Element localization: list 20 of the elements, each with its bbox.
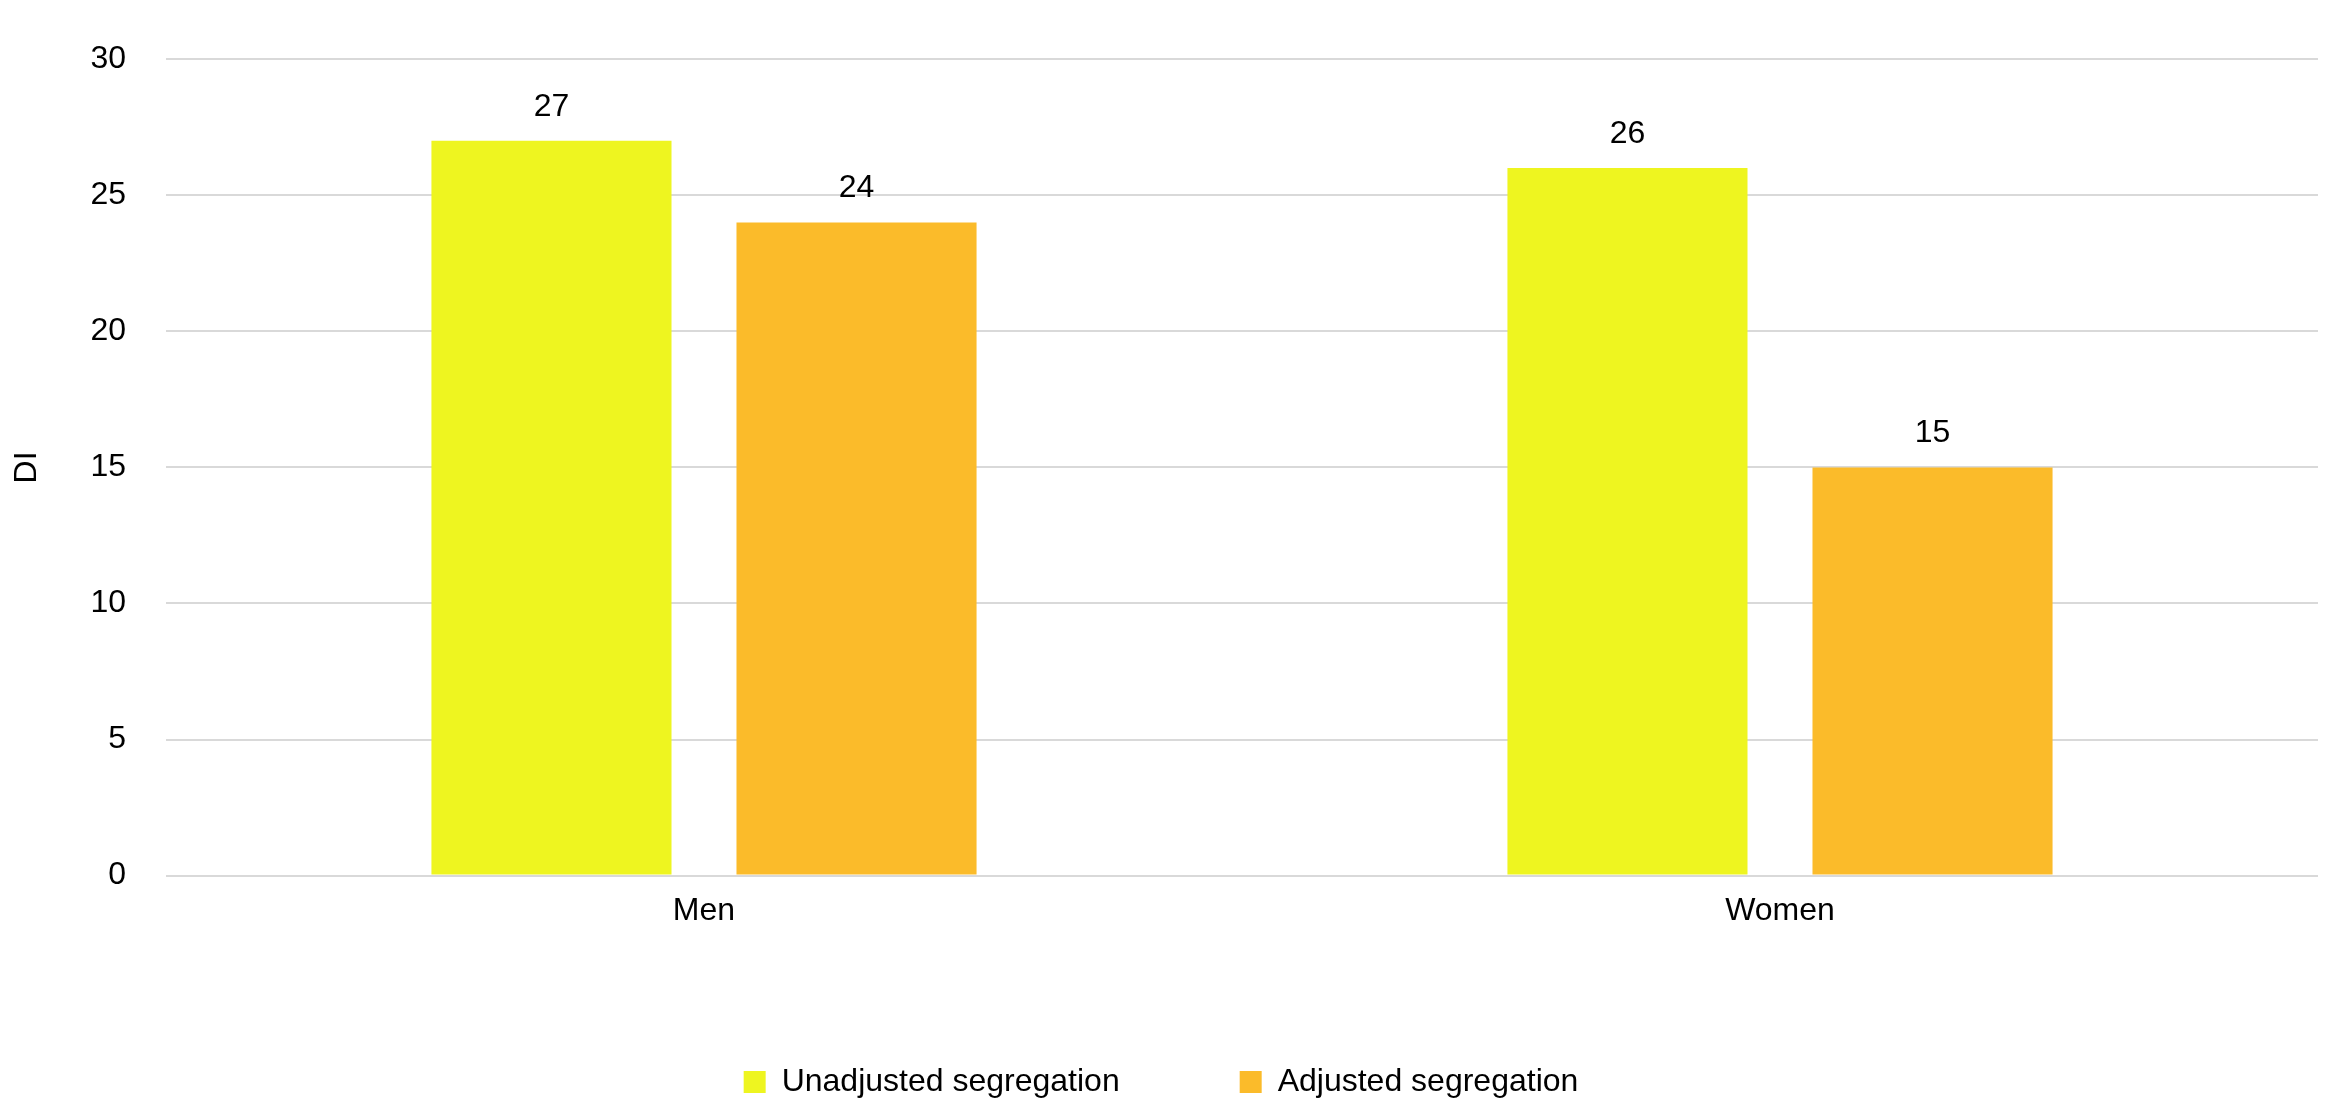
bar xyxy=(431,140,672,875)
legend-label: Adjusted segregation xyxy=(1277,1061,1579,1098)
legend-label: Unadjusted segregation xyxy=(781,1061,1120,1098)
y-tick-label: 30 xyxy=(90,39,126,76)
data-label: 26 xyxy=(1609,113,1646,150)
data-label: 24 xyxy=(838,168,875,205)
y-tick-label: 5 xyxy=(108,719,126,756)
data-label: 27 xyxy=(533,86,570,123)
bar xyxy=(1507,168,1748,875)
x-tick-label: Men xyxy=(672,890,736,927)
bar xyxy=(1812,467,2053,875)
y-tick-label: 0 xyxy=(108,855,126,892)
y-axis-title: DI xyxy=(7,451,44,484)
y-tick-label: 20 xyxy=(90,311,126,348)
y-tick-label: 10 xyxy=(90,583,126,620)
x-tick-label: Women xyxy=(1725,890,1835,927)
data-label: 15 xyxy=(1914,413,1951,450)
bar xyxy=(736,222,977,875)
y-tick-label: 25 xyxy=(90,175,126,212)
y-tick-label: 15 xyxy=(90,447,126,484)
